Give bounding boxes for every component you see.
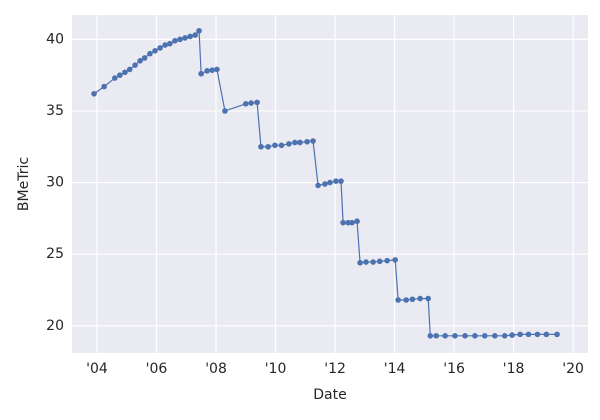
data-point — [425, 295, 432, 302]
data-point — [297, 139, 303, 146]
data-point — [363, 259, 369, 265]
data-point — [167, 40, 173, 47]
data-point — [278, 142, 285, 149]
x-tick-label: '16 — [443, 361, 465, 377]
data-point — [395, 297, 401, 303]
data-point — [258, 143, 264, 150]
data-point — [126, 66, 133, 73]
data-point — [222, 108, 228, 114]
data-point — [112, 75, 118, 81]
data-point — [462, 333, 468, 339]
data-point — [403, 297, 409, 303]
data-point — [492, 333, 498, 339]
data-point — [187, 33, 193, 40]
data-point — [147, 50, 153, 57]
data-point — [517, 331, 523, 338]
data-point — [286, 141, 292, 147]
y-tick-label: 35 — [46, 103, 64, 119]
data-point — [132, 62, 138, 68]
data-point — [376, 258, 383, 265]
data-point — [117, 72, 123, 78]
data-point — [554, 331, 560, 338]
data-point — [409, 296, 416, 303]
data-point — [242, 100, 249, 107]
data-point — [254, 99, 260, 106]
data-point — [509, 332, 515, 338]
x-tick-label: '14 — [384, 361, 406, 377]
data-point — [272, 142, 278, 149]
data-point — [248, 100, 254, 106]
data-point — [152, 48, 158, 54]
data-point — [192, 32, 198, 38]
x-tick-label: '10 — [265, 361, 287, 377]
x-tick-label: '06 — [146, 361, 168, 377]
x-tick-label: '04 — [86, 361, 108, 377]
data-point — [91, 90, 97, 97]
data-point — [345, 219, 351, 226]
data-point — [452, 333, 458, 339]
x-tick-label: '20 — [562, 361, 584, 377]
data-point — [304, 138, 310, 145]
data-point — [354, 218, 360, 225]
data-point — [209, 67, 215, 73]
data-point — [543, 331, 550, 338]
data-point — [349, 219, 355, 226]
data-point — [384, 257, 390, 264]
data-point — [322, 181, 328, 187]
data-point — [122, 69, 128, 76]
data-point — [182, 35, 188, 41]
data-point — [442, 333, 448, 339]
data-point — [177, 36, 183, 43]
y-tick-label: 40 — [46, 31, 64, 47]
data-point — [333, 178, 339, 184]
x-tick-label: '12 — [324, 361, 346, 377]
x-axis-label: Date — [313, 387, 346, 403]
data-point — [141, 55, 148, 61]
data-point — [315, 182, 321, 189]
data-point — [340, 219, 346, 226]
data-point — [501, 333, 508, 339]
y-axis-label: BMeTric — [16, 157, 32, 211]
data-point — [310, 138, 316, 144]
y-tick-label: 30 — [46, 175, 64, 191]
data-point — [101, 83, 107, 90]
data-point — [370, 259, 376, 265]
data-point — [427, 333, 434, 339]
data-point — [357, 259, 363, 266]
y-tick-label: 25 — [46, 246, 64, 262]
data-point — [204, 68, 210, 74]
x-tick-label: '08 — [205, 361, 227, 377]
y-tick-label: 20 — [46, 318, 64, 334]
x-tick-label: '18 — [503, 361, 525, 377]
data-point — [214, 66, 220, 73]
data-point — [327, 179, 333, 186]
data-point — [534, 331, 541, 338]
data-point — [157, 45, 163, 51]
data-point — [198, 70, 204, 77]
data-point — [162, 42, 168, 48]
data-point — [172, 37, 178, 44]
data-point — [417, 295, 423, 302]
data-point — [433, 333, 440, 339]
data-point — [292, 139, 298, 146]
data-point — [338, 178, 344, 184]
data-point — [525, 331, 532, 338]
data-point — [265, 143, 271, 150]
data-point — [472, 333, 478, 339]
data-point — [392, 257, 398, 263]
data-point — [481, 333, 488, 339]
data-point — [196, 27, 202, 34]
data-point — [137, 58, 143, 64]
